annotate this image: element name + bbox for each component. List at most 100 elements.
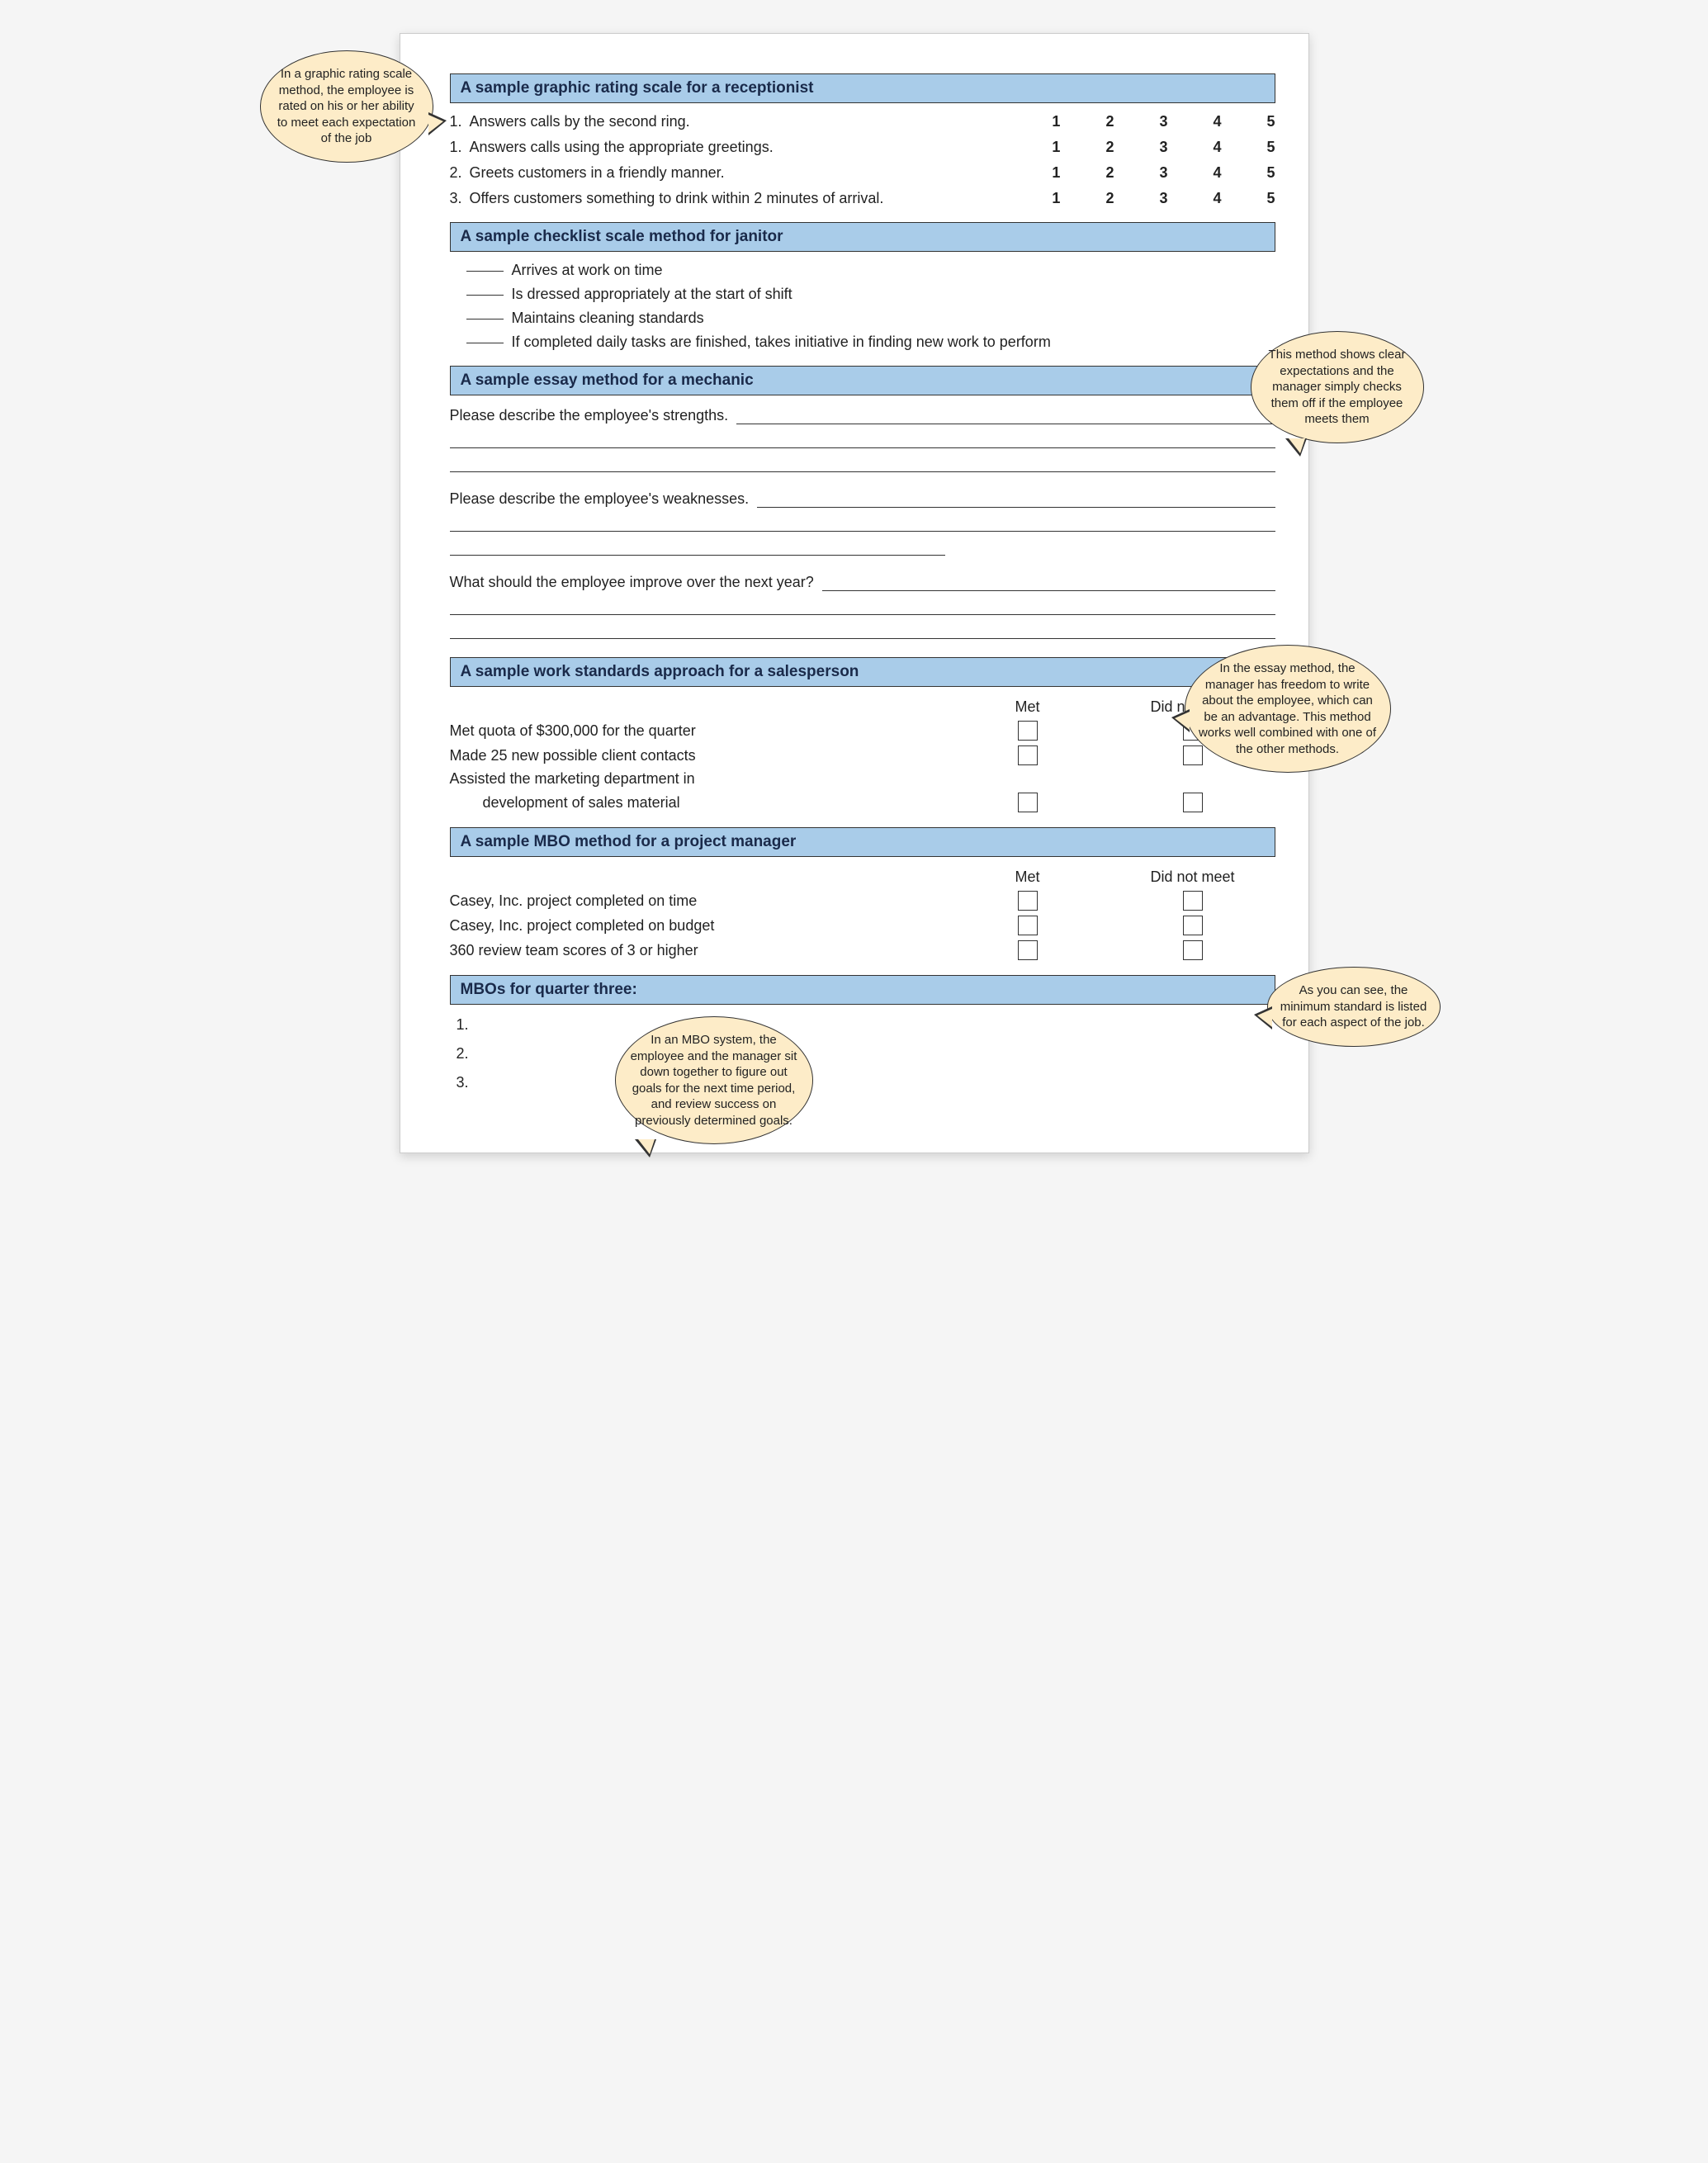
checklist-item: Arrives at work on time [466,262,1275,279]
essay-label: Please describe the employee's strengths… [450,407,729,424]
col-met: Met [945,869,1110,886]
section-header-workstd: A sample work standards approach for a s… [450,657,1275,687]
callout-graphic-rating: In a graphic rating scale method, the em… [260,50,433,163]
item-text: Answers calls using the appropriate gree… [470,139,1053,156]
essay-question: What should the employee improve over th… [450,574,1275,639]
section-title: MBOs for quarter three: [461,981,637,998]
section-title: A sample essay method for a mechanic [461,372,754,389]
section-header-checklist: A sample checklist scale method for jani… [450,222,1275,252]
checkbox-met[interactable] [1018,745,1038,765]
item-text: Offers customers something to drink with… [470,190,1053,207]
essay-line[interactable] [757,492,1275,508]
scale-value[interactable]: 4 [1213,139,1221,156]
workstd-column-headers: Met Did not meet [450,698,1275,716]
essay-line[interactable] [450,431,1275,448]
mbo-row: Casey, Inc. project completed on time [450,891,1275,911]
workstd-label: Assisted the marketing department in [450,770,945,788]
checklist-item: Is dressed appropriately at the start of… [466,286,1275,303]
essay-line[interactable] [450,598,1275,615]
checkbox-met[interactable] [1018,891,1038,911]
checkbox-not-met[interactable] [1183,891,1203,911]
essay-line[interactable] [450,538,945,556]
mbo-q3-list: 1. 2. 3. [457,1016,1275,1091]
callout-essay: In the essay method, the manager has fre… [1185,645,1391,773]
scale-value[interactable]: 1 [1052,190,1060,207]
scale-value[interactable]: 5 [1266,190,1275,207]
section-header-mbo: A sample MBO method for a project manage… [450,827,1275,857]
checklist-text: Arrives at work on time [512,262,663,278]
section-title: A sample checklist scale method for jani… [461,228,783,245]
callout-text: As you can see, the minimum standard is … [1280,983,1427,1029]
rating-scale: 1 2 3 4 5 [1052,113,1275,130]
workstd-label: Made 25 new possible client contacts [450,747,945,764]
essay-line[interactable] [450,455,1275,472]
scale-value[interactable]: 2 [1105,139,1114,156]
workstd-label: Met quota of $300,000 for the quarter [450,722,945,740]
scale-value[interactable]: 4 [1213,164,1221,182]
section-title: A sample work standards approach for a s… [461,663,859,680]
callout-text: In a graphic rating scale method, the em… [277,67,416,145]
checkbox-met[interactable] [1018,940,1038,960]
section-title: A sample MBO method for a project manage… [461,833,797,850]
scale-value[interactable]: 2 [1105,164,1114,182]
scale-value[interactable]: 3 [1159,190,1167,207]
workstd-row: Met quota of $300,000 for the quarter [450,721,1275,741]
essay-line[interactable] [822,575,1275,591]
mbo-q3-item[interactable]: 3. [457,1074,1275,1091]
essay-line[interactable] [450,622,1275,639]
workstd-row: Made 25 new possible client contacts [450,745,1275,765]
mbo-q3-item[interactable]: 2. [457,1045,1275,1063]
callout-text: In an MBO system, the employee and the m… [631,1033,797,1128]
callout-text: This method shows clear expectations and… [1269,348,1406,426]
scale-value[interactable]: 5 [1266,113,1275,130]
checklist-blank[interactable] [466,271,504,272]
checkbox-not-met[interactable] [1183,793,1203,812]
mbo-row: 360 review team scores of 3 or higher [450,940,1275,960]
scale-value[interactable]: 2 [1105,190,1114,207]
section-header-graphic: A sample graphic rating scale for a rece… [450,73,1275,103]
scale-value[interactable]: 5 [1266,139,1275,156]
essay-label: Please describe the employee's weaknesse… [450,490,750,508]
scale-value[interactable]: 3 [1159,113,1167,130]
scale-value[interactable]: 4 [1213,113,1221,130]
essay-line[interactable] [450,514,1275,532]
rating-row: 1. Answers calls by the second ring. 1 2… [450,113,1275,130]
checklist-text: If completed daily tasks are finished, t… [512,334,1051,350]
workstd-label: development of sales material [450,794,945,812]
callout-checklist: This method shows clear expectations and… [1251,331,1424,443]
scale-value[interactable]: 1 [1052,113,1060,130]
item-text: Answers calls by the second ring. [470,113,1053,130]
scale-value[interactable]: 3 [1159,164,1167,182]
scale-value[interactable]: 3 [1159,139,1167,156]
checkbox-not-met[interactable] [1183,916,1203,935]
essay-question: Please describe the employee's strengths… [450,407,1275,472]
mbo-column-headers: Met Did not meet [450,869,1275,886]
essay-line[interactable] [736,409,1275,424]
checklist-blank[interactable] [466,295,504,296]
checkbox-met[interactable] [1018,916,1038,935]
checklist-text: Is dressed appropriately at the start of… [512,286,792,302]
callout-text: In the essay method, the manager has fre… [1199,661,1376,756]
mbo-q3-item[interactable]: 1. [457,1016,1275,1034]
mbo-row: Casey, Inc. project completed on budget [450,916,1275,935]
checkbox-met[interactable] [1018,793,1038,812]
scale-value[interactable]: 5 [1266,164,1275,182]
col-met: Met [945,698,1110,716]
checkbox-not-met[interactable] [1183,940,1203,960]
rating-row: 1. Answers calls using the appropriate g… [450,139,1275,156]
rating-scale: 1 2 3 4 5 [1052,164,1275,182]
scale-value[interactable]: 4 [1213,190,1221,207]
scale-value[interactable]: 1 [1052,139,1060,156]
section-header-mbo-q3: MBOs for quarter three: [450,975,1275,1005]
document-page: In a graphic rating scale method, the em… [400,33,1309,1153]
scale-value[interactable]: 1 [1052,164,1060,182]
essay-question: Please describe the employee's weaknesse… [450,490,1275,556]
checklist-item: Maintains cleaning standards [466,310,1275,327]
mbo-label: 360 review team scores of 3 or higher [450,942,945,959]
col-not-met: Did not meet [1110,869,1275,886]
checklist-text: Maintains cleaning standards [512,310,704,326]
item-number: 2. [450,164,470,182]
item-number: 3. [450,190,470,207]
scale-value[interactable]: 2 [1105,113,1114,130]
checkbox-met[interactable] [1018,721,1038,741]
